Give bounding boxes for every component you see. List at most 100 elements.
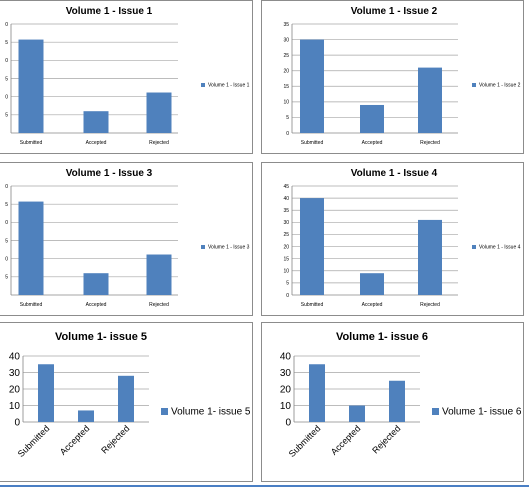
- bar-rejected: [146, 92, 172, 133]
- chart-issue-3: Volume 1 - Issue 3 5 0 5 0 5 0 Submitted Accepte…: [5, 168, 250, 308]
- bar-accepted: [360, 104, 384, 133]
- chart-title: Volume 1- issue 6: [336, 331, 428, 343]
- y-tick-label: 40: [280, 352, 292, 363]
- x-category-label: Submitted: [301, 302, 324, 308]
- chart-title: Volume 1- issue 5: [55, 331, 147, 343]
- y-tick-label: 20: [283, 68, 289, 74]
- chart-panel-issue-2: Volume 1 - Issue 2 0 5 10 15 20 25 30 35 Submitte…: [261, 0, 524, 154]
- y-tick-label: 5: [5, 40, 8, 46]
- bar-accepted: [83, 111, 109, 133]
- chart-panel-issue-4: Volume 1 - Issue 4 0 5 10 15 20 25 30 35 40 45 Subm…: [261, 162, 524, 316]
- bar-submitted: [18, 39, 44, 134]
- bar-submitted: [18, 201, 44, 295]
- x-category-label: Rejected: [420, 302, 440, 308]
- chart-issue-4: Volume 1 - Issue 4 0 5 10 15 20 25 30 35 40 45 Subm…: [283, 168, 521, 308]
- bar-accepted: [349, 405, 365, 422]
- y-tick-label: 0: [5, 58, 8, 64]
- x-category-label: Rejected: [149, 140, 169, 146]
- chart-panel-issue-5: Volume 1- issue 5 0 10 20 30 40 Submitted Accep…: [0, 322, 253, 482]
- y-tick-label: 20: [283, 244, 289, 250]
- x-category-label: Accepted: [362, 302, 383, 308]
- y-tick-label: 5: [286, 115, 289, 121]
- y-tick-label: 0: [5, 22, 8, 28]
- y-tick-label: 25: [283, 232, 289, 238]
- legend-swatch: [472, 83, 476, 87]
- y-tick-label: 20: [280, 385, 292, 396]
- chart-title: Volume 1 - Issue 2: [351, 6, 438, 17]
- legend-swatch: [201, 245, 205, 249]
- x-category-label: Rejected: [370, 423, 402, 455]
- y-tick-label: 30: [280, 368, 292, 379]
- chart-title: Volume 1 - Issue 3: [66, 168, 153, 179]
- chart-title: Volume 1 - Issue 4: [351, 168, 438, 179]
- y-tick-label: 5: [5, 76, 8, 82]
- y-tick-label: 5: [5, 113, 8, 119]
- y-tick-label: 15: [283, 84, 289, 90]
- x-category-label: Accepted: [86, 140, 107, 146]
- y-tick-label: 5: [5, 202, 8, 208]
- legend-label: Volume 1 - Issue 1: [208, 83, 250, 89]
- y-tick-label: 0: [285, 418, 291, 429]
- chart-panel-issue-1: Volume 1 - Issue 1 5 0 5 0 5 0 Submitted Accepte…: [0, 0, 253, 154]
- x-category-label: Accepted: [58, 423, 92, 457]
- chart-issue-1: Volume 1 - Issue 1 5 0 5 0 5 0 Submitted Accepte…: [5, 6, 250, 146]
- bar-rejected: [389, 380, 405, 422]
- x-category-label: Submitted: [20, 140, 43, 146]
- bar-accepted: [360, 273, 384, 295]
- y-tick-label: 0: [286, 131, 289, 137]
- chart-title: Volume 1 - Issue 1: [66, 6, 153, 17]
- y-tick-label: 45: [283, 184, 289, 190]
- bar-accepted: [83, 273, 109, 295]
- legend-label: Volume 1 - Issue 3: [208, 245, 250, 251]
- bar-submitted: [300, 39, 324, 134]
- x-category-label: Accepted: [86, 302, 107, 308]
- bar-rejected: [146, 254, 172, 295]
- legend-swatch: [432, 408, 439, 415]
- bar-submitted: [309, 364, 325, 422]
- chart-issue-2: Volume 1 - Issue 2 0 5 10 15 20 25 30 35 Submitte…: [283, 6, 521, 146]
- x-category-label: Accepted: [329, 423, 363, 457]
- y-tick-label: 0: [286, 293, 289, 299]
- legend-swatch: [201, 83, 205, 87]
- x-category-label: Accepted: [362, 140, 383, 146]
- bottom-accent-rule: [0, 485, 529, 487]
- chart-issue-5: Volume 1- issue 5 0 10 20 30 40 Submitted Accep…: [9, 331, 251, 459]
- bar-submitted: [300, 198, 324, 295]
- y-tick-label: 0: [5, 256, 8, 262]
- legend-label: Volume 1 - Issue 2: [479, 83, 521, 89]
- y-tick-label: 10: [283, 269, 289, 275]
- y-tick-label: 35: [283, 208, 289, 214]
- bar-rejected: [418, 219, 442, 295]
- x-category-label: Submitted: [20, 302, 43, 308]
- y-tick-label: 0: [5, 184, 8, 190]
- legend-label: Volume 1- issue 6: [442, 407, 522, 418]
- y-tick-label: 5: [5, 275, 8, 281]
- y-tick-label: 0: [5, 94, 8, 100]
- y-tick-label: 5: [286, 281, 289, 287]
- bar-accepted: [78, 410, 94, 422]
- y-tick-label: 5: [5, 238, 8, 244]
- legend-label: Volume 1- issue 5: [171, 407, 251, 418]
- chart-panel-issue-3: Volume 1 - Issue 3 5 0 5 0 5 0 Submitted Accepte…: [0, 162, 253, 316]
- y-tick-label: 10: [280, 401, 292, 412]
- y-tick-label: 40: [283, 196, 289, 202]
- y-tick-label: 35: [283, 22, 289, 28]
- bar-submitted: [38, 364, 54, 422]
- y-tick-label: 10: [283, 100, 289, 106]
- x-category-label: Rejected: [99, 423, 131, 455]
- y-tick-label: 0: [14, 418, 20, 429]
- chart-issue-6: Volume 1- issue 6 0 10 20 30 40 Submitted Accep…: [280, 331, 522, 459]
- y-tick-label: 30: [283, 220, 289, 226]
- legend-label: Volume 1 - Issue 4: [479, 245, 521, 251]
- bar-rejected: [418, 67, 442, 133]
- y-tick-label: 40: [9, 352, 21, 363]
- x-category-label: Submitted: [16, 423, 52, 459]
- y-tick-label: 10: [9, 401, 21, 412]
- y-tick-label: 25: [283, 53, 289, 59]
- x-category-label: Rejected: [149, 302, 169, 308]
- legend-swatch: [161, 408, 168, 415]
- y-tick-label: 0: [5, 220, 8, 226]
- y-tick-label: 30: [283, 37, 289, 43]
- bar-rejected: [118, 375, 134, 422]
- y-tick-label: 20: [9, 385, 21, 396]
